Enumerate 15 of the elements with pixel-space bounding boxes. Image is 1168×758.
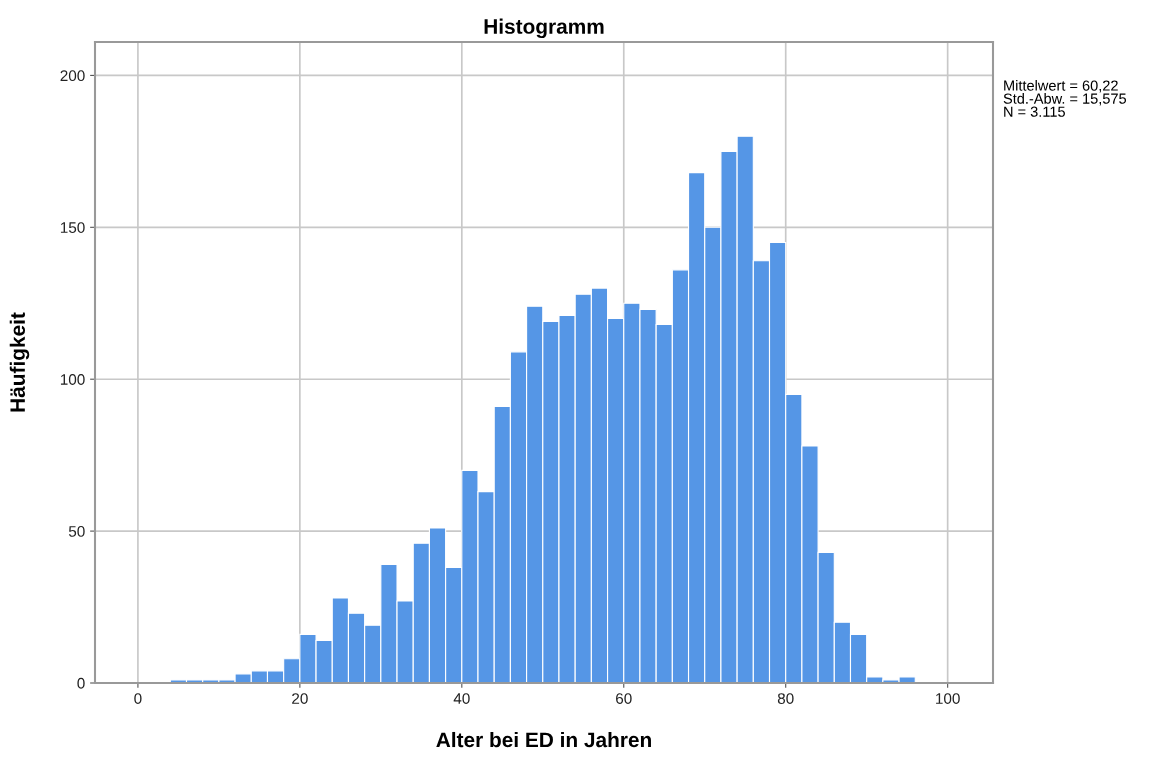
y-tick-label: 0 — [77, 677, 85, 689]
y-tick-label: 150 — [60, 222, 85, 233]
y-tick-label: 50 — [68, 525, 85, 537]
text: Mittelwert = 60,22 Std.-Abw. = 15,575 N = 3.115 — [1003, 80, 1127, 117]
x-tick-label: 80 — [777, 693, 794, 704]
x-tick-label: 60 — [616, 693, 632, 704]
x-tick-label: 0 — [134, 693, 142, 704]
y-axis-title: Häufigkeit — [9, 312, 30, 412]
x-tick-label: 20 — [292, 693, 308, 704]
x-axis-title: Alter bei ED in Jahren — [436, 731, 651, 748]
x-tick-label: 40 — [453, 693, 470, 704]
y-tick-label: 200 — [60, 70, 85, 82]
chart-title: Histogramm — [484, 18, 604, 39]
y-tick-label: 100 — [60, 374, 85, 385]
x-tick-label: 100 — [936, 693, 960, 704]
